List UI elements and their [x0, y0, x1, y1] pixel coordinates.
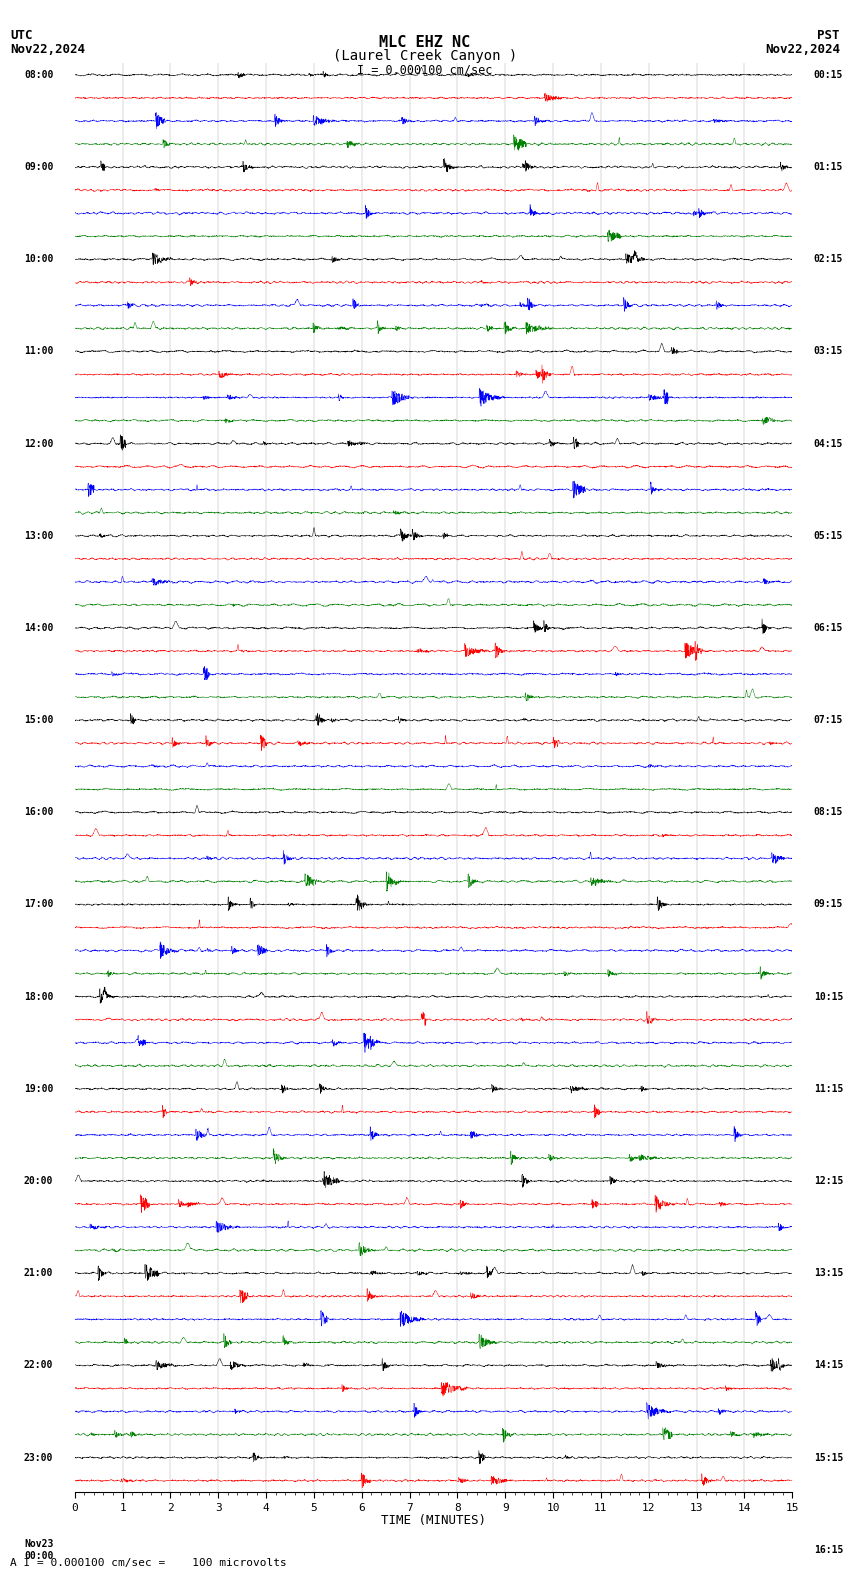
Text: 04:15: 04:15: [813, 439, 843, 448]
Text: 15:00: 15:00: [24, 714, 54, 725]
Text: 08:15: 08:15: [813, 808, 843, 817]
Text: 16:00: 16:00: [24, 808, 54, 817]
Text: Nov22,2024: Nov22,2024: [10, 43, 85, 55]
Text: 03:15: 03:15: [813, 347, 843, 356]
Text: 11:00: 11:00: [24, 347, 54, 356]
Text: 09:15: 09:15: [813, 900, 843, 909]
Text: 13:00: 13:00: [24, 531, 54, 540]
Text: A I = 0.000100 cm/sec =    100 microvolts: A I = 0.000100 cm/sec = 100 microvolts: [10, 1559, 287, 1568]
Text: 10:00: 10:00: [24, 255, 54, 265]
Text: 11:15: 11:15: [813, 1083, 843, 1095]
Text: 10:15: 10:15: [813, 992, 843, 1001]
Text: 09:00: 09:00: [24, 162, 54, 173]
Text: 16:15: 16:15: [813, 1544, 843, 1555]
Text: 12:15: 12:15: [813, 1175, 843, 1186]
Text: 05:15: 05:15: [813, 531, 843, 540]
Text: 21:00: 21:00: [24, 1269, 54, 1278]
Text: 22:00: 22:00: [24, 1361, 54, 1370]
Text: MLC EHZ NC: MLC EHZ NC: [379, 35, 471, 49]
Text: 01:15: 01:15: [813, 162, 843, 173]
Text: PST: PST: [818, 29, 840, 41]
Text: Nov23: Nov23: [24, 1540, 54, 1549]
Text: 19:00: 19:00: [24, 1083, 54, 1095]
Text: 13:15: 13:15: [813, 1269, 843, 1278]
Text: 23:00: 23:00: [24, 1453, 54, 1462]
Text: 06:15: 06:15: [813, 623, 843, 634]
X-axis label: TIME (MINUTES): TIME (MINUTES): [381, 1514, 486, 1527]
Text: UTC: UTC: [10, 29, 32, 41]
Text: (Laurel Creek Canyon ): (Laurel Creek Canyon ): [333, 49, 517, 63]
Text: 17:00: 17:00: [24, 900, 54, 909]
Text: I = 0.000100 cm/sec: I = 0.000100 cm/sec: [357, 63, 493, 76]
Text: 20:00: 20:00: [24, 1175, 54, 1186]
Text: 02:15: 02:15: [813, 255, 843, 265]
Text: 15:15: 15:15: [813, 1453, 843, 1462]
Text: 07:15: 07:15: [813, 714, 843, 725]
Text: 12:00: 12:00: [24, 439, 54, 448]
Text: 08:00: 08:00: [24, 70, 54, 79]
Text: Nov22,2024: Nov22,2024: [765, 43, 840, 55]
Text: 18:00: 18:00: [24, 992, 54, 1001]
Text: 00:00: 00:00: [24, 1551, 54, 1560]
Text: 14:15: 14:15: [813, 1361, 843, 1370]
Text: 00:15: 00:15: [813, 70, 843, 79]
Text: 14:00: 14:00: [24, 623, 54, 634]
